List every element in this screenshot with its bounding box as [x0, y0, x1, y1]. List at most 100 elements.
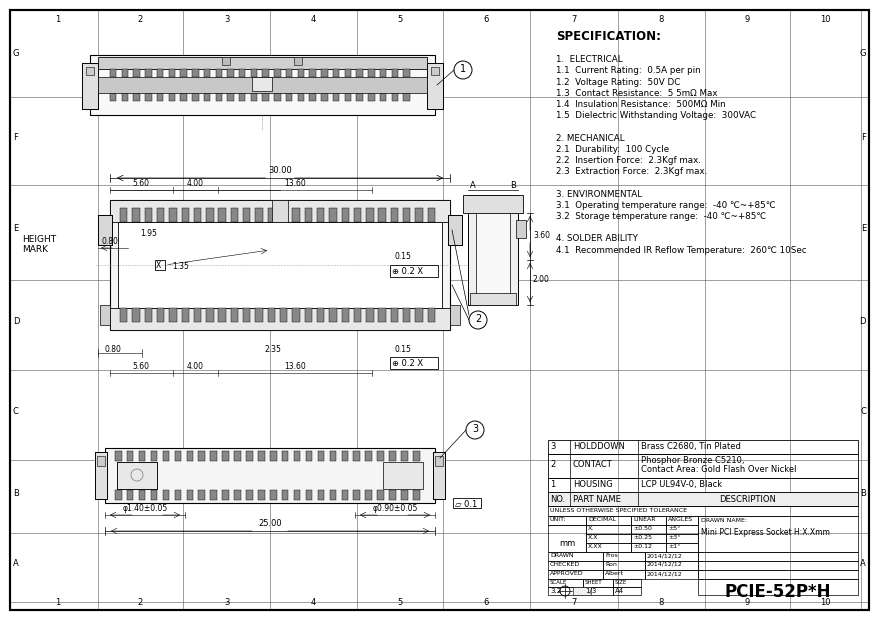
- Bar: [280, 308, 287, 322]
- Bar: [206, 208, 213, 222]
- Bar: [666, 543, 697, 552]
- Bar: [547, 492, 857, 506]
- Text: X.X: X.X: [587, 535, 598, 540]
- Text: Mini PCI Express Socket H:X.Xmm: Mini PCI Express Socket H:X.Xmm: [700, 528, 829, 537]
- Bar: [368, 93, 374, 101]
- Bar: [403, 69, 409, 77]
- Text: ⊕ 0.2 X: ⊕ 0.2 X: [392, 267, 422, 276]
- Text: ±5°: ±5°: [667, 526, 680, 531]
- Text: 2.35: 2.35: [264, 345, 282, 354]
- Text: E: E: [13, 224, 18, 234]
- Bar: [547, 440, 857, 454]
- Bar: [317, 490, 324, 500]
- Text: Brass C2680, Tin Plated: Brass C2680, Tin Plated: [640, 442, 740, 451]
- Text: 1.  ELECTRICAL: 1. ELECTRICAL: [556, 55, 622, 64]
- Text: HOLDDOWN: HOLDDOWN: [572, 442, 624, 451]
- Bar: [121, 69, 128, 77]
- Bar: [222, 451, 228, 461]
- Bar: [379, 69, 385, 77]
- Text: X: X: [155, 262, 161, 270]
- Bar: [258, 490, 264, 500]
- Bar: [433, 452, 444, 499]
- Bar: [333, 69, 339, 77]
- Bar: [222, 57, 230, 65]
- Bar: [234, 490, 241, 500]
- Bar: [329, 308, 336, 322]
- Text: 4. SOLDER ABILITY: 4. SOLDER ABILITY: [556, 234, 637, 244]
- Bar: [450, 305, 459, 325]
- Text: 5: 5: [397, 15, 402, 24]
- Text: 13.60: 13.60: [284, 179, 306, 188]
- Text: 3: 3: [550, 442, 555, 451]
- Text: ±0.50: ±0.50: [632, 526, 651, 531]
- Bar: [317, 451, 324, 461]
- Bar: [250, 69, 257, 77]
- Bar: [198, 451, 205, 461]
- Text: F: F: [13, 133, 18, 142]
- Bar: [586, 543, 630, 552]
- Bar: [219, 208, 226, 222]
- Text: 4: 4: [311, 598, 316, 607]
- Text: 3.1  Operating temperature range:  -40 ℃~+85℃: 3.1 Operating temperature range: -40 ℃~+…: [556, 201, 774, 210]
- Text: SIZE: SIZE: [615, 580, 627, 585]
- Bar: [354, 308, 361, 322]
- Text: 4.00: 4.00: [186, 362, 204, 371]
- Bar: [182, 308, 189, 322]
- Text: 5.60: 5.60: [133, 362, 149, 371]
- Bar: [292, 208, 299, 222]
- Text: φ0.90±0.05: φ0.90±0.05: [372, 504, 417, 513]
- Bar: [378, 208, 385, 222]
- Text: PART NAME: PART NAME: [572, 495, 620, 504]
- Bar: [293, 57, 302, 65]
- Bar: [428, 308, 435, 322]
- Bar: [547, 570, 602, 579]
- Bar: [255, 208, 263, 222]
- Bar: [476, 213, 509, 295]
- Bar: [182, 208, 189, 222]
- Bar: [227, 93, 234, 101]
- Text: 0.80: 0.80: [104, 345, 122, 354]
- Text: 1.2  Voltage Rating:  50V DC: 1.2 Voltage Rating: 50V DC: [556, 78, 680, 87]
- Bar: [403, 308, 410, 322]
- Bar: [389, 451, 395, 461]
- Bar: [391, 308, 398, 322]
- Text: 1.95: 1.95: [140, 229, 156, 238]
- Bar: [666, 516, 697, 525]
- Text: 1: 1: [55, 598, 61, 607]
- Bar: [586, 525, 630, 534]
- Bar: [219, 308, 226, 322]
- Bar: [306, 490, 312, 500]
- Bar: [463, 195, 522, 213]
- Bar: [271, 200, 288, 222]
- Bar: [644, 561, 697, 570]
- Bar: [582, 579, 612, 587]
- Bar: [697, 579, 857, 595]
- Bar: [602, 561, 644, 570]
- Text: 1: 1: [550, 480, 555, 489]
- Text: 2.2  Insertion Force:  2.3Kgf max.: 2.2 Insertion Force: 2.3Kgf max.: [556, 156, 700, 165]
- Bar: [630, 543, 666, 552]
- Text: UNIT:: UNIT:: [550, 517, 565, 522]
- Bar: [145, 93, 152, 101]
- Text: 2014/12/12: 2014/12/12: [646, 571, 682, 576]
- Text: CONTACT: CONTACT: [572, 460, 612, 469]
- Bar: [365, 451, 371, 461]
- Bar: [175, 490, 181, 500]
- Text: 2: 2: [474, 314, 480, 324]
- Bar: [400, 451, 407, 461]
- Bar: [180, 93, 187, 101]
- Text: 9: 9: [744, 15, 749, 24]
- Text: SPECIFICATION:: SPECIFICATION:: [556, 30, 660, 43]
- Bar: [430, 67, 438, 75]
- Bar: [415, 308, 422, 322]
- Ellipse shape: [255, 90, 269, 104]
- Bar: [270, 490, 277, 500]
- Bar: [317, 208, 324, 222]
- Text: E: E: [860, 224, 865, 234]
- Bar: [435, 456, 443, 466]
- Bar: [320, 93, 327, 101]
- Bar: [234, 451, 241, 461]
- Text: UNLESS OTHERWISE SPECIFIED TOLERANCE: UNLESS OTHERWISE SPECIFIED TOLERANCE: [550, 508, 687, 513]
- Text: 9: 9: [744, 598, 749, 607]
- Bar: [90, 55, 435, 115]
